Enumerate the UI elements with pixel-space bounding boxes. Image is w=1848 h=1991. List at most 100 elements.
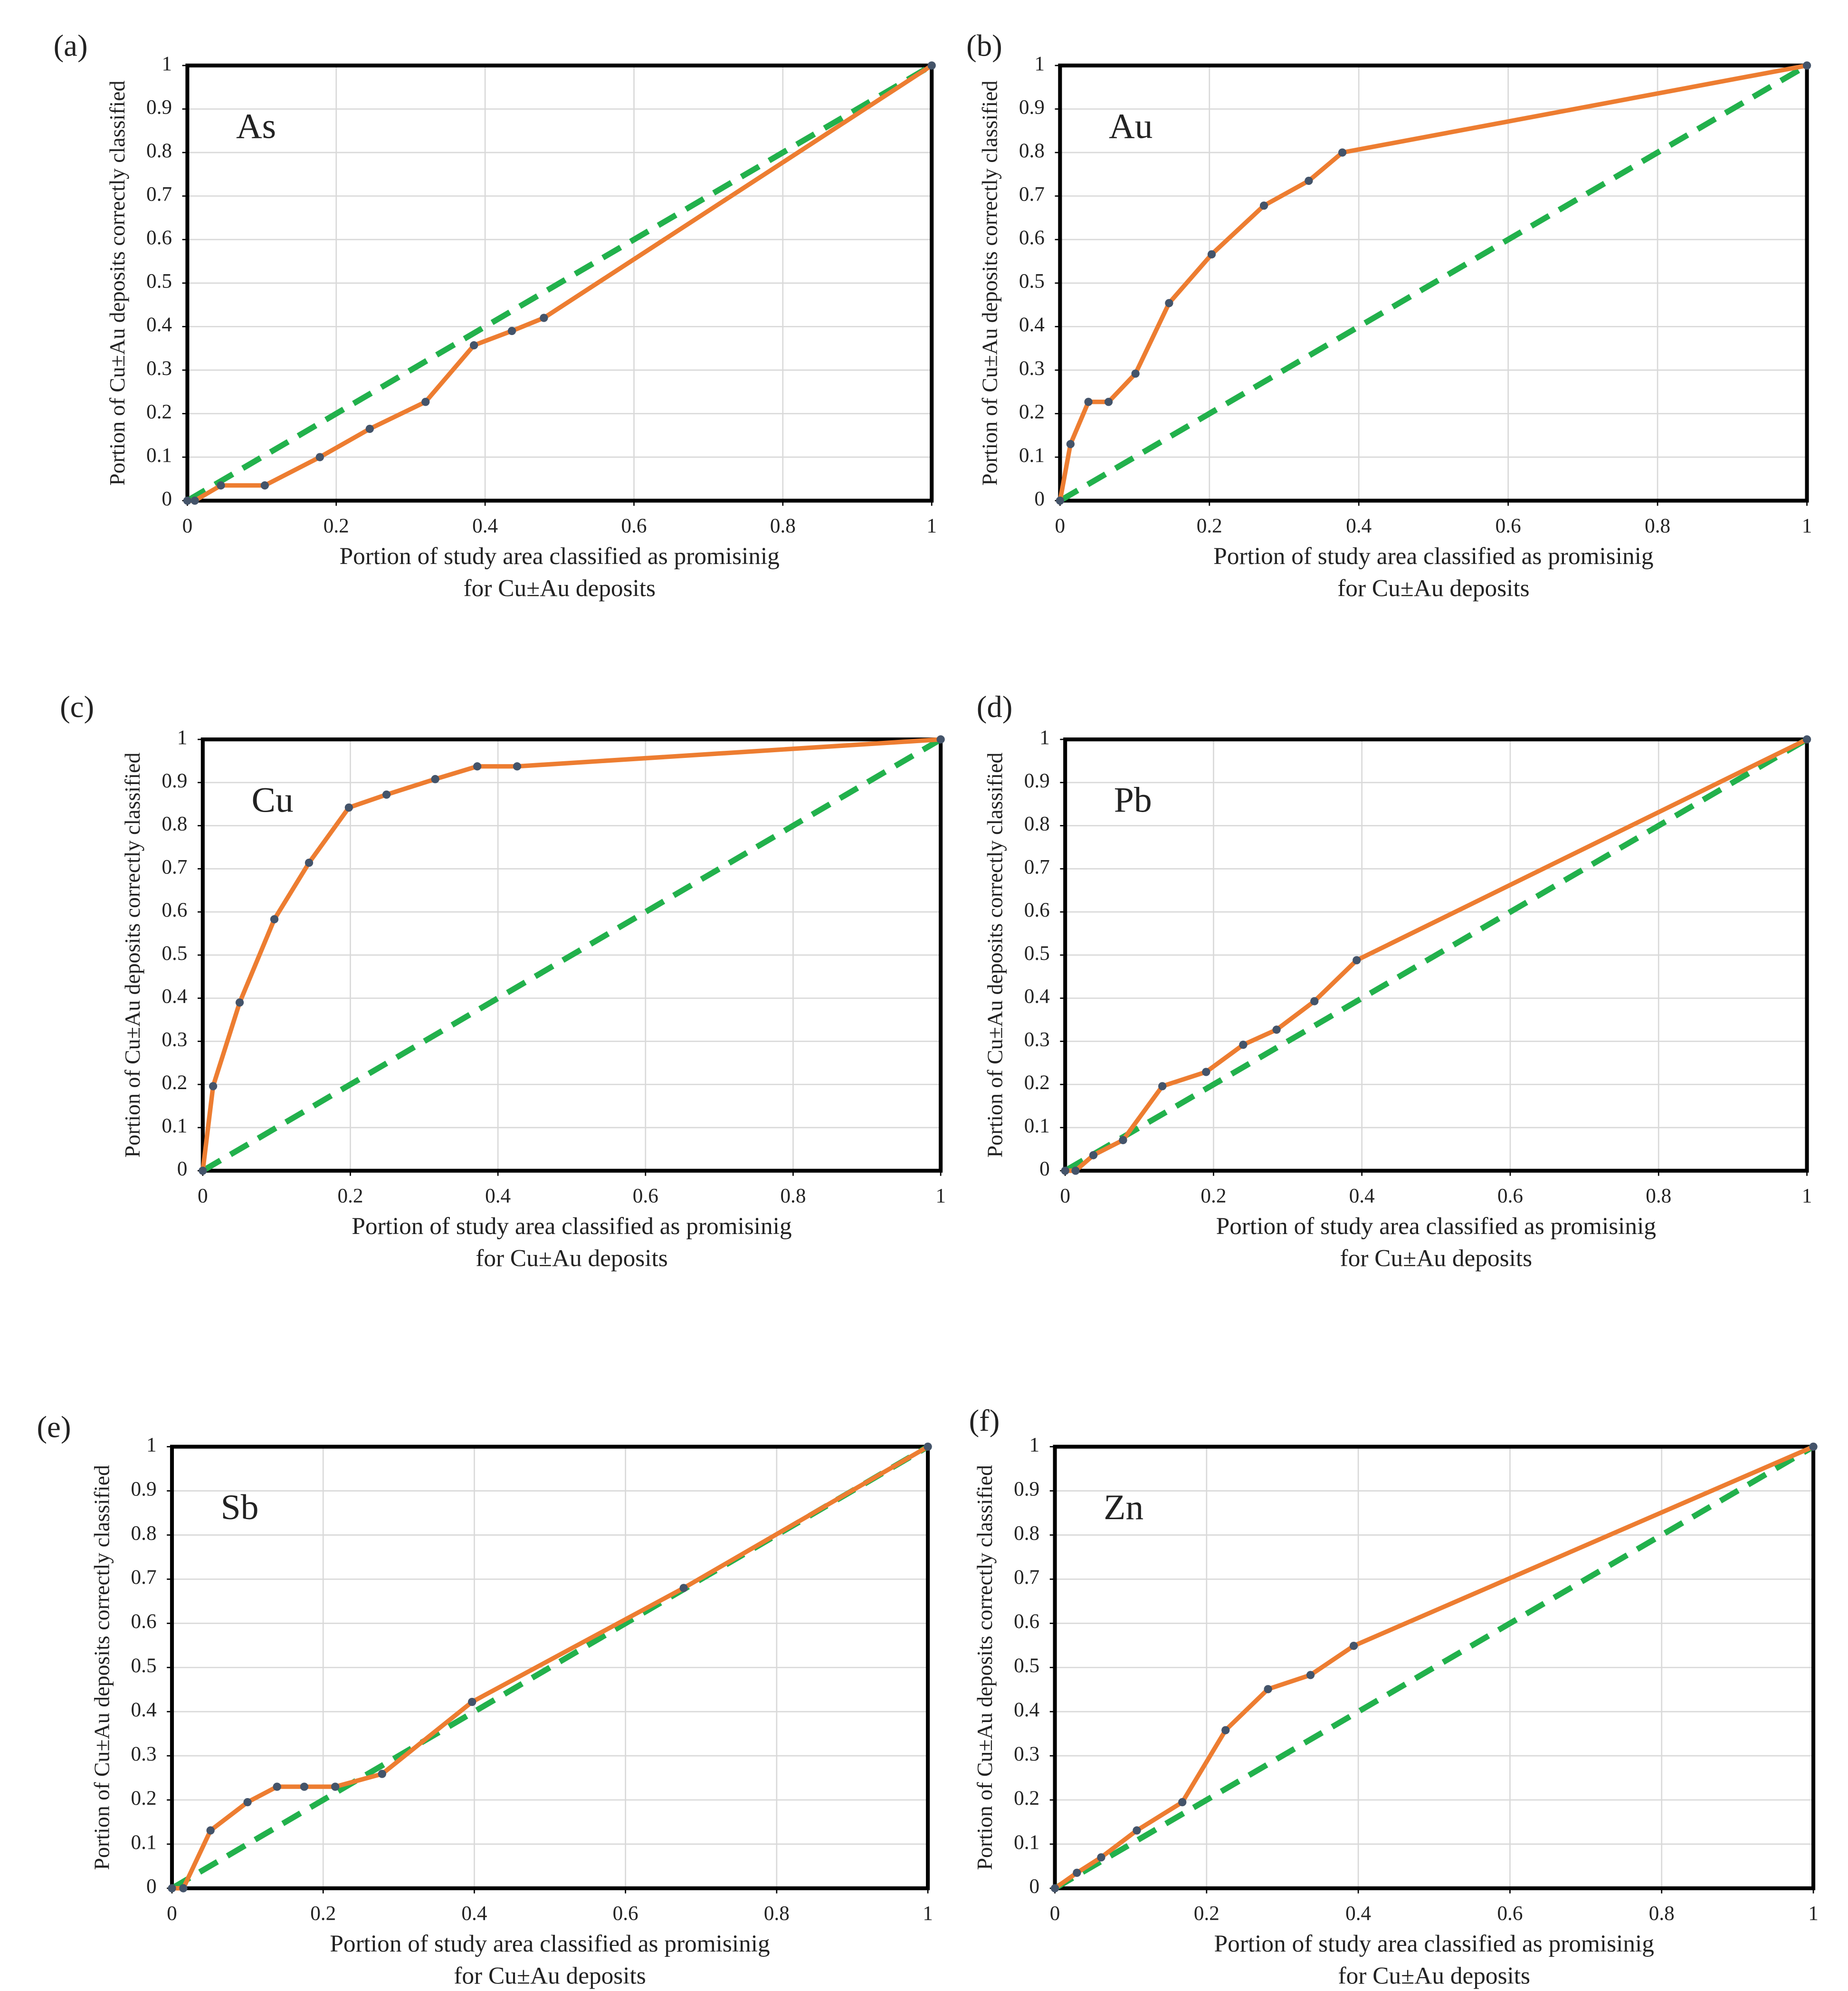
data-point	[382, 790, 391, 799]
data-point	[1239, 1041, 1248, 1049]
y-tick-label: 0.6	[162, 899, 187, 921]
y-axis-label: Portion of Cu±Au deposits correctly clas…	[978, 80, 1002, 486]
data-point	[507, 326, 516, 335]
data-point	[1306, 1671, 1315, 1679]
x-tick-label: 0.8	[1645, 514, 1670, 537]
y-tick-label: 0.1	[1024, 1114, 1050, 1137]
data-point	[936, 735, 945, 744]
y-tick-label: 0.9	[1014, 1477, 1039, 1500]
y-tick-label: 0.5	[1019, 270, 1045, 293]
data-point	[1202, 1068, 1210, 1076]
data-point	[273, 1782, 281, 1791]
y-tick-label: 0.5	[1024, 942, 1050, 965]
plot-frame	[185, 63, 934, 503]
x-tick-label: 1	[926, 514, 937, 537]
y-tick-label: 0.2	[131, 1787, 157, 1809]
data-point	[365, 424, 374, 433]
chart-title: Pb	[1114, 781, 1152, 820]
x-axis-label: Portion of study area classified as prom…	[352, 1213, 791, 1240]
reference-line	[1064, 737, 1809, 1173]
y-tick-label: 0.7	[1019, 182, 1045, 205]
x-tick-label: 0	[182, 514, 193, 537]
panel: 0 0.2 0.4 0.6 0.8 1 0 0.1 0.2 0.3 0.4 0.5 0.6 0.7 0.8 0…	[60, 690, 946, 1272]
x-axis-label: for Cu±Au deposits	[464, 574, 656, 602]
x-tick-label: 0.2	[1200, 1184, 1226, 1207]
plot-frame	[170, 1445, 930, 1890]
x-tick-label: 0.8	[1646, 1184, 1671, 1207]
data-point	[217, 481, 225, 490]
y-tick-label: 0.9	[146, 96, 172, 118]
panel-label: (e)	[37, 1410, 71, 1444]
y-tick-label: 0.3	[131, 1742, 157, 1765]
data-point	[1131, 369, 1140, 378]
x-tick-label: 0	[1060, 1184, 1070, 1207]
reference-line	[1058, 63, 1809, 503]
x-tick-label: 0.4	[1346, 514, 1372, 537]
plot-frame	[1053, 1445, 1816, 1890]
x-axis-label: Portion of study area classified as prom…	[340, 543, 780, 570]
x-tick-label: 0.2	[1194, 1902, 1219, 1924]
y-tick-label: 0.4	[162, 985, 187, 1008]
data-point	[1056, 496, 1064, 505]
x-tick-label: 0	[1050, 1902, 1060, 1924]
data-point	[331, 1782, 340, 1791]
y-tick-label: 0.8	[1019, 139, 1045, 162]
data-point	[191, 496, 199, 505]
chart-title: Zn	[1104, 1488, 1143, 1527]
y-tick-label: 1	[177, 726, 188, 749]
chart-title: Cu	[251, 781, 293, 820]
y-tick-label: 0	[1034, 488, 1045, 510]
y-tick-label: 0.1	[146, 444, 172, 467]
y-tick-label: 0.9	[1019, 96, 1045, 118]
y-tick-label: 1	[1029, 1433, 1040, 1456]
y-tick-label: 0	[162, 488, 172, 510]
y-tick-label: 0	[1029, 1875, 1040, 1898]
data-line	[1053, 1445, 1814, 1890]
y-tick-label: 0.8	[146, 139, 172, 162]
y-axis-label: Portion of Cu±Au deposits correctly clas…	[983, 753, 1007, 1158]
x-tick-label: 0.8	[764, 1902, 790, 1924]
x-tick-label: 0	[198, 1184, 208, 1207]
y-tick-label: 0.3	[162, 1028, 187, 1051]
x-tick-label: 1	[1802, 514, 1812, 537]
y-tick-label: 0.2	[1024, 1071, 1050, 1094]
y-tick-label: 0.3	[1024, 1028, 1050, 1051]
y-tick-label: 0.4	[1019, 313, 1045, 336]
panel-label: (b)	[966, 29, 1002, 63]
data-point	[924, 1442, 932, 1451]
data-point	[1178, 1798, 1187, 1807]
y-axis-label: Portion of Cu±Au deposits correctly clas…	[120, 753, 144, 1158]
x-tick-label: 0.2	[1197, 514, 1222, 537]
plot-frame	[1058, 63, 1809, 503]
x-tick-label: 0.6	[633, 1184, 658, 1207]
x-tick-label: 0.6	[1497, 1902, 1523, 1924]
data-point	[305, 859, 314, 867]
y-tick-label: 0	[146, 1875, 157, 1898]
x-axis-label: for Cu±Au deposits	[476, 1245, 667, 1272]
data-point	[1802, 61, 1811, 70]
data-point	[1353, 956, 1361, 965]
data-point	[1221, 1726, 1230, 1734]
data-point	[1264, 1685, 1272, 1694]
y-tick-label: 0.9	[162, 769, 187, 792]
data-point	[199, 1167, 207, 1175]
y-tick-label: 0.8	[162, 813, 187, 835]
data-point	[1207, 250, 1216, 258]
data-point	[1097, 1853, 1105, 1862]
y-tick-label: 1	[1039, 726, 1050, 749]
y-tick-label: 0.8	[1014, 1522, 1039, 1544]
x-axis-label: for Cu±Au deposits	[1340, 1245, 1532, 1272]
data-point	[431, 775, 439, 784]
chart-title: As	[236, 106, 276, 146]
reference-line	[1053, 1444, 1815, 1891]
y-tick-label: 0.5	[146, 270, 172, 293]
data-point	[344, 803, 353, 812]
y-tick-label: 0.4	[1014, 1698, 1039, 1721]
x-axis-label: for Cu±Au deposits	[454, 1962, 646, 1990]
x-axis-label: Portion of study area classified as prom…	[1216, 1213, 1656, 1240]
reference-line	[170, 1444, 930, 1891]
plot-frame	[200, 737, 943, 1173]
data-point	[1310, 997, 1319, 1005]
